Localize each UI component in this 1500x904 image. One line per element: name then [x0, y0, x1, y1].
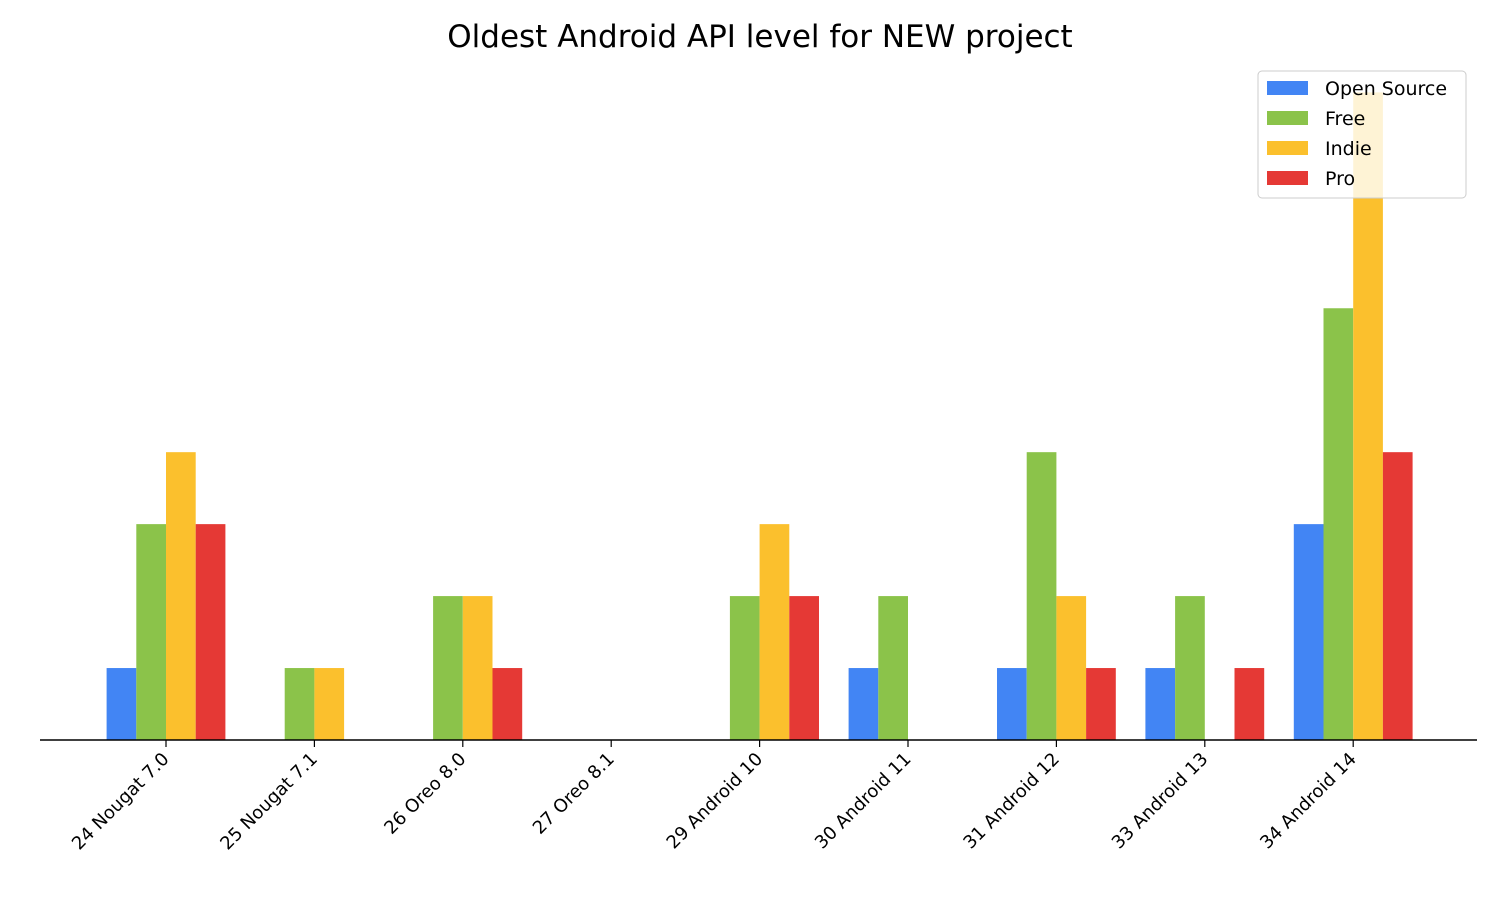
- legend-box: [1257, 70, 1467, 199]
- x-ticks: 24 Nougat 7.0 25 Nougat 7.1 26 Oreo 8.0 27 …: [68, 740, 1361, 854]
- x-tick-label: 33 Android 13: [1108, 749, 1213, 854]
- legend: Open Source Free Indie Pro: [1257, 70, 1467, 199]
- legend-swatch: [1267, 81, 1308, 95]
- bar-pro: [789, 596, 819, 740]
- chart-title: Oldest Android API level for NEW project: [447, 19, 1072, 55]
- legend-swatch: [1267, 111, 1308, 125]
- bar-free: [729, 596, 760, 740]
- bar-free: [1323, 308, 1354, 740]
- legend-label: Free: [1325, 108, 1365, 130]
- bar-open-source: [848, 668, 879, 740]
- bar-free: [433, 596, 463, 740]
- legend-label: Pro: [1325, 168, 1355, 190]
- bar-open-source: [1145, 668, 1176, 740]
- bar-indie: [314, 668, 345, 740]
- bar-open-source: [106, 668, 137, 740]
- x-tick-label: 34 Android 14: [1256, 749, 1361, 854]
- bar-free: [1175, 596, 1205, 740]
- bar-free: [136, 524, 166, 740]
- x-tick-label: 25 Nougat 7.1: [216, 749, 322, 855]
- bar-indie: [462, 596, 493, 740]
- bar-indie: [759, 524, 790, 740]
- bar-indie: [166, 452, 196, 740]
- bar-open-source: [1293, 524, 1324, 740]
- x-tick-label: 29 Android 10: [663, 749, 768, 854]
- bar-pro: [1382, 452, 1413, 740]
- legend-label: Open Source: [1325, 78, 1447, 100]
- x-tick-label: 26 Oreo 8.0: [380, 749, 470, 839]
- x-tick-label: 27 Oreo 8.1: [529, 749, 619, 839]
- legend-swatch: [1267, 171, 1308, 185]
- x-tick-label: 31 Android 12: [959, 749, 1064, 854]
- bar-indie: [1353, 92, 1383, 740]
- bar-free: [878, 596, 908, 740]
- bar-pro: [1086, 668, 1116, 740]
- x-tick-label: 24 Nougat 7.0: [68, 749, 174, 855]
- bars-layer: [106, 92, 1413, 740]
- bar-free: [284, 668, 315, 740]
- x-tick-label: 30 Android 11: [811, 749, 916, 854]
- bar-free: [1026, 452, 1057, 740]
- bar-pro: [195, 524, 226, 740]
- bar-pro: [1234, 668, 1265, 740]
- legend-swatch: [1267, 141, 1308, 155]
- bar-pro: [492, 668, 523, 740]
- bar-indie: [1056, 596, 1087, 740]
- legend-label: Indie: [1325, 138, 1372, 160]
- bar-open-source: [997, 668, 1027, 740]
